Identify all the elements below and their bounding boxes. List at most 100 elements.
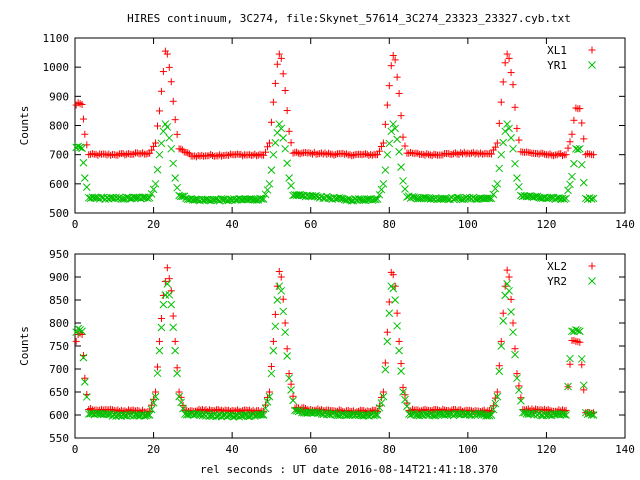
data-point-yr2: [165, 290, 174, 299]
data-point-xl1: [225, 151, 233, 159]
data-point-yr2: [497, 342, 506, 350]
data-point-xl1: [505, 54, 513, 62]
data-point-yr1: [112, 193, 120, 202]
data-point-yr2: [198, 411, 207, 420]
data-point-yr1: [383, 150, 392, 159]
data-point-xl1: [154, 122, 161, 130]
data-point-yr1: [397, 163, 405, 172]
data-point-xl2: [275, 267, 283, 275]
data-point-yr2: [505, 286, 513, 295]
data-point-yr1: [566, 180, 574, 189]
data-point-xl2: [397, 360, 405, 368]
data-point-xl2: [262, 401, 270, 409]
data-point-xl2: [383, 328, 391, 336]
data-point-yr1: [495, 164, 504, 173]
legend-label-yr1: YR1: [547, 59, 567, 72]
data-point-xl2: [152, 388, 160, 396]
legend-label-xl2: XL2: [547, 260, 567, 273]
data-point-yr2: [397, 367, 405, 375]
data-point-xl1: [499, 78, 507, 86]
data-point-xl1: [407, 148, 415, 156]
x-tick-label: 60: [304, 218, 317, 231]
data-point-xl1: [511, 103, 519, 111]
data-point-xl2: [163, 264, 171, 272]
data-point-xl1: [159, 68, 167, 76]
data-point-xl1: [539, 149, 547, 157]
data-point-yr2: [279, 307, 288, 316]
data-point-yr1: [147, 190, 156, 198]
y-tick-label: 500: [49, 207, 69, 220]
data-point-yr1: [579, 178, 588, 187]
data-point-yr2: [491, 399, 500, 408]
data-point-xl1: [124, 150, 132, 158]
data-point-yr2: [145, 411, 154, 419]
data-point-yr2: [375, 403, 384, 412]
data-point-yr2: [579, 381, 588, 390]
y-tick-label: 900: [49, 90, 69, 103]
data-point-xl2: [379, 388, 387, 396]
data-point-xl1: [455, 150, 463, 158]
data-point-yr2: [389, 284, 398, 293]
data-point-yr1: [507, 133, 515, 142]
data-point-yr1: [176, 192, 185, 201]
data-point-yr1: [568, 172, 576, 181]
data-point-xl1: [564, 144, 572, 152]
y-tick-label: 900: [49, 271, 69, 284]
data-point-xl2: [544, 406, 552, 414]
data-point-yr1: [74, 142, 82, 151]
data-point-xl1: [395, 89, 403, 97]
data-point-yr2: [381, 365, 390, 374]
data-point-yr1: [499, 138, 508, 147]
data-point-xl1: [559, 152, 566, 160]
data-point-yr2: [283, 352, 291, 360]
data-point-xl1: [566, 138, 574, 146]
y-tick-label: 550: [49, 432, 69, 445]
data-point-xl2: [511, 345, 519, 353]
data-point-xl1: [546, 150, 554, 158]
data-point-yr2: [79, 353, 88, 362]
data-point-xl1: [253, 152, 261, 160]
data-point-xl2: [279, 295, 287, 303]
data-point-xl2: [173, 364, 181, 372]
data-point-xl1: [553, 151, 561, 159]
x-tick-label: 40: [226, 218, 239, 231]
data-point-xl1: [493, 139, 501, 147]
bottom-plot-panel: 550 600 650 700 750 800 850 900 950 0 20 40 60 80 100 1…: [18, 248, 635, 456]
data-point-xl1: [271, 79, 279, 87]
data-point-xl1: [513, 124, 521, 132]
data-point-yr1: [178, 192, 187, 201]
data-point-yr2: [495, 367, 504, 376]
data-point-yr2: [379, 392, 388, 401]
data-point-xl1: [389, 52, 397, 59]
data-point-xl1: [570, 116, 578, 124]
data-point-xl2: [169, 312, 177, 320]
data-point-xl2: [271, 310, 279, 318]
data-point-xl2: [576, 338, 584, 346]
data-point-yr1: [501, 127, 510, 136]
data-point-yr2: [399, 388, 407, 396]
data-point-yr2: [157, 323, 166, 332]
data-point-xl1: [381, 120, 389, 128]
data-point-xl2: [507, 295, 515, 303]
data-point-yr1: [577, 160, 586, 169]
data-point-yr1: [78, 144, 86, 153]
data-point-xl1: [157, 87, 165, 95]
data-point-xl1: [349, 151, 357, 159]
data-point-yr1: [263, 186, 272, 194]
data-point-yr1: [265, 179, 274, 188]
data-point-xl1: [264, 143, 271, 151]
data-point-yr1: [271, 138, 280, 147]
data-point-yr1: [283, 159, 291, 168]
data-point-yr2: [267, 369, 276, 378]
data-point-xl1: [310, 148, 318, 156]
data-point-yr1: [117, 195, 126, 203]
data-point-yr1: [572, 144, 580, 153]
data-point-yr2: [489, 405, 498, 414]
data-point-yr2: [589, 411, 598, 419]
data-point-yr2: [517, 396, 525, 405]
data-point-xl2: [81, 374, 89, 382]
data-point-xl1: [285, 127, 293, 135]
data-point-xl1: [275, 50, 283, 58]
data-point-yr1: [395, 147, 403, 156]
data-point-xl2: [281, 319, 289, 327]
